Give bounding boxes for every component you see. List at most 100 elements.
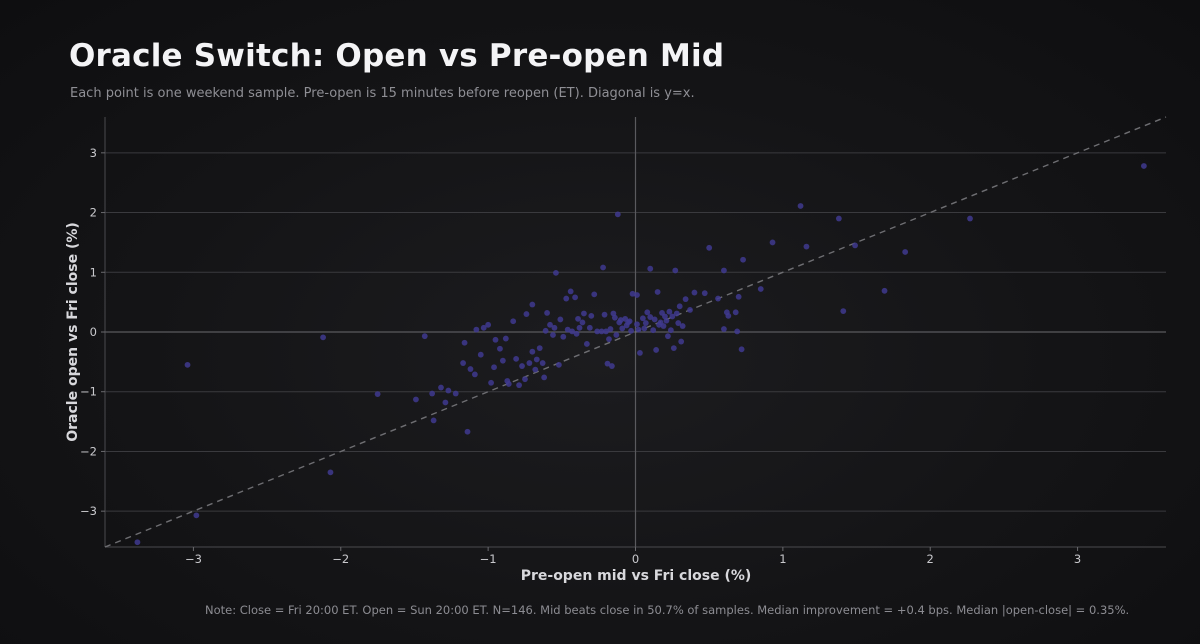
data-point — [1140, 163, 1147, 169]
data-point — [642, 320, 649, 326]
data-point — [536, 345, 543, 352]
data-point — [626, 318, 633, 325]
data-point — [852, 242, 858, 249]
data-point — [666, 308, 673, 315]
data-point — [539, 360, 546, 366]
data-point — [491, 364, 497, 371]
data-point — [667, 327, 674, 334]
data-point — [485, 321, 492, 328]
data-point — [564, 326, 571, 333]
data-point — [607, 326, 614, 332]
data-point — [660, 323, 667, 329]
data-point — [429, 390, 436, 397]
data-point — [569, 328, 576, 335]
data-point — [533, 356, 540, 363]
data-point — [641, 325, 648, 332]
data-point — [725, 312, 732, 319]
data-point — [445, 387, 452, 394]
data-point — [606, 336, 612, 343]
data-point — [586, 324, 593, 331]
data-point — [628, 327, 634, 334]
y-tick-label: 0 — [90, 325, 97, 339]
data-point — [634, 292, 640, 298]
data-point — [460, 360, 466, 366]
data-point — [581, 310, 587, 317]
y-tick-label: −3 — [80, 504, 97, 518]
data-point — [505, 381, 512, 387]
data-point — [477, 351, 484, 358]
data-point — [591, 291, 598, 298]
y-tick-label: 3 — [90, 146, 97, 160]
data-point — [594, 328, 601, 335]
data-point — [803, 243, 810, 250]
data-point — [647, 265, 654, 272]
data-point — [629, 290, 636, 297]
y-tick-label: 2 — [90, 206, 97, 220]
data-point — [676, 303, 683, 310]
data-point — [721, 326, 727, 332]
data-point — [523, 311, 530, 317]
data-point — [740, 256, 746, 263]
data-point — [471, 371, 478, 378]
data-point — [835, 215, 842, 222]
data-point — [374, 391, 381, 398]
data-point — [687, 307, 693, 313]
data-point — [902, 249, 909, 255]
y-axis-label: Oracle open vs Fri close (%) — [65, 222, 81, 442]
data-point — [421, 333, 428, 340]
data-point — [510, 318, 517, 325]
data-point — [682, 296, 689, 303]
y-tick-label: −2 — [80, 444, 97, 458]
x-tick-label: −3 — [185, 552, 202, 566]
data-point — [516, 382, 522, 389]
data-point — [619, 325, 626, 332]
data-point — [647, 314, 654, 320]
data-point — [560, 333, 567, 340]
data-point — [583, 341, 590, 347]
data-point — [526, 360, 533, 366]
data-point — [611, 314, 618, 321]
data-point — [529, 348, 536, 355]
data-point — [529, 301, 536, 308]
data-point — [563, 295, 570, 302]
x-tick-label: 0 — [632, 552, 639, 566]
data-point — [576, 324, 583, 331]
data-point — [653, 347, 660, 353]
data-point — [734, 328, 741, 335]
data-point — [320, 334, 326, 341]
data-point — [550, 332, 556, 338]
data-point — [678, 338, 685, 345]
data-point — [598, 328, 605, 335]
data-point — [553, 269, 559, 276]
data-point — [134, 539, 141, 546]
data-points — [134, 163, 1147, 546]
data-point — [669, 313, 676, 320]
data-point — [519, 363, 525, 369]
data-point — [634, 321, 640, 328]
x-tick-label: −1 — [480, 552, 497, 566]
data-point — [544, 309, 550, 316]
data-point — [637, 350, 643, 356]
data-point — [670, 345, 677, 352]
data-point — [438, 384, 444, 391]
data-point — [492, 336, 499, 343]
data-point — [575, 315, 581, 322]
data-point — [430, 417, 437, 424]
data-point — [672, 267, 679, 274]
data-point — [613, 332, 620, 338]
data-point — [573, 330, 580, 337]
x-tick-label: 1 — [779, 552, 786, 566]
data-point — [967, 215, 973, 222]
data-point — [614, 211, 621, 218]
data-point — [673, 310, 680, 317]
data-point — [769, 239, 776, 246]
data-point — [499, 357, 506, 364]
x-axis-label: Pre-open mid vs Fri close (%) — [521, 568, 752, 584]
footnote: Note: Close = Fri 20:00 ET. Open = Sun 2… — [205, 603, 1130, 617]
data-point — [604, 360, 611, 367]
data-point — [603, 328, 609, 335]
data-point — [600, 264, 606, 271]
x-tick-label: 3 — [1074, 552, 1081, 566]
data-point — [715, 295, 721, 302]
data-point — [635, 326, 642, 333]
